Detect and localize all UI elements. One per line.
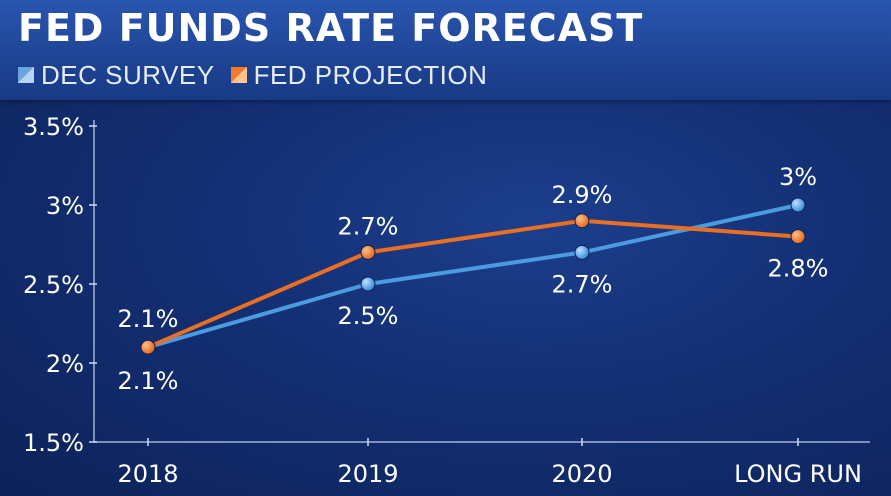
y-tick-label: 1.5% xyxy=(23,429,84,457)
data-label-dec-survey: 2.1% xyxy=(118,367,179,395)
series-lines xyxy=(146,203,800,350)
x-tick-label: 2019 xyxy=(337,460,398,488)
legend-item-dec-survey: DEC SURVEY xyxy=(18,60,215,91)
legend: DEC SURVEY FED PROJECTION xyxy=(18,58,503,92)
data-label-fed-projection: 2.8% xyxy=(768,255,829,283)
x-tick-label: LONG RUN xyxy=(734,460,862,488)
y-tick-label: 3.5% xyxy=(23,113,84,141)
y-tick-label: 2% xyxy=(46,350,84,378)
y-tick-label: 3% xyxy=(46,192,84,220)
data-label-dec-survey: 2.5% xyxy=(338,302,399,330)
data-label-dec-survey: 3% xyxy=(779,163,817,191)
data-point-fed-projection xyxy=(790,229,806,245)
data-labels: 2.1% 2.5% 2.7% 3% 2.1% 2.7% 2.9% 2.8% xyxy=(118,163,829,395)
series-line-dec-survey xyxy=(146,203,800,350)
data-points xyxy=(140,197,806,355)
chart-header: FED FUNDS RATE FORECAST DEC SURVEY FED P… xyxy=(0,0,891,100)
legend-item-fed-projection: FED PROJECTION xyxy=(230,59,488,91)
data-label-dec-survey: 2.7% xyxy=(552,270,613,298)
data-point-dec-survey xyxy=(790,197,806,213)
data-point-fed-projection xyxy=(574,213,590,229)
data-label-fed-projection: 2.1% xyxy=(118,305,179,333)
axes: 1.5% 2% 2.5% 3% 3.5% 2018 2019 2020 LONG RUN xyxy=(23,113,870,488)
legend-swatch-fed-projection xyxy=(230,67,247,83)
data-label-fed-projection: 2.7% xyxy=(338,212,399,240)
legend-label-fed-projection: FED PROJECTION xyxy=(253,59,488,90)
data-point-dec-survey xyxy=(360,276,376,292)
y-tick-label: 2.5% xyxy=(23,271,84,299)
x-tick-label: 2020 xyxy=(551,460,612,488)
data-label-fed-projection: 2.9% xyxy=(552,181,613,209)
legend-swatch-dec-survey xyxy=(18,67,34,83)
data-point-fed-projection xyxy=(360,244,376,260)
legend-label-dec-survey: DEC SURVEY xyxy=(41,59,215,90)
data-point-fed-projection xyxy=(140,339,156,355)
chart-title: FED FUNDS RATE FORECAST xyxy=(18,6,644,50)
series-line-fed-projection xyxy=(146,218,800,350)
data-point-dec-survey xyxy=(574,244,590,260)
x-tick-label: 2018 xyxy=(117,460,178,488)
